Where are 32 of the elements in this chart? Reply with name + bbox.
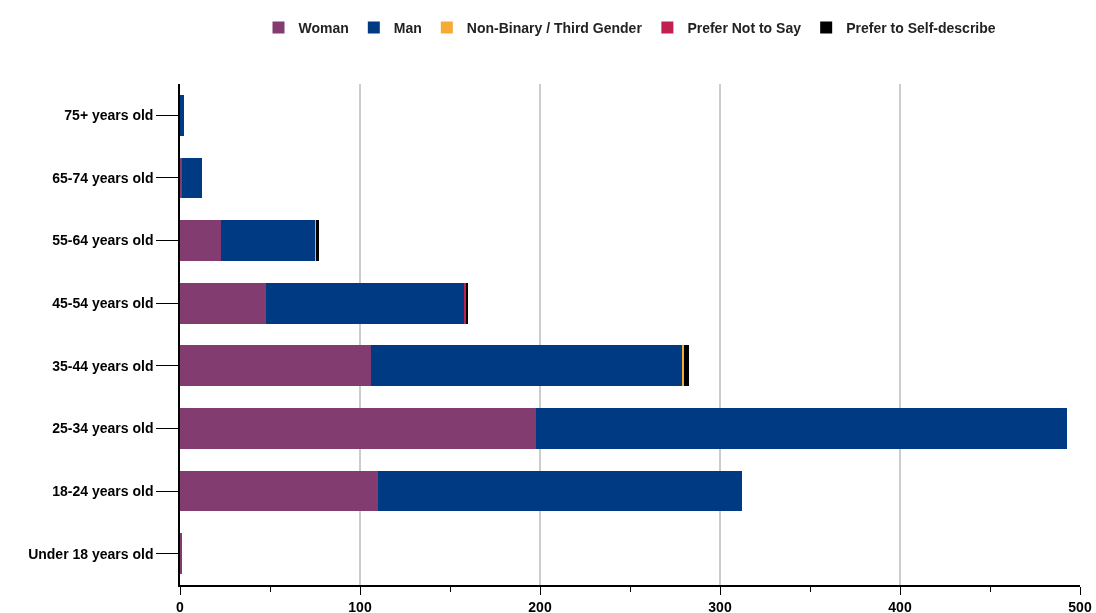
x-tick-label: 400 (888, 598, 912, 613)
y-tick-label: 75+ years old (64, 107, 154, 124)
y-tick-label: 25-34 years old (52, 420, 154, 437)
y-tick-label: 18-24 years old (52, 482, 154, 499)
x-tick-label: 0 (176, 598, 185, 613)
bar (536, 408, 1068, 449)
y-tick-label: Under 18 years old (28, 545, 154, 562)
bar (266, 282, 465, 324)
legend-label: Non-Binary / Third Gender (466, 19, 643, 36)
x-tick-label: 100 (348, 598, 372, 613)
x-tick-label: 500 (1068, 598, 1092, 613)
bar (180, 220, 222, 261)
bar (180, 345, 371, 387)
legend-label: Man (393, 19, 422, 36)
bar (378, 470, 742, 512)
y-tick-label: 45-54 years old (52, 295, 154, 312)
y-tick-label: 35-44 years old (52, 357, 154, 374)
x-tick-label: 200 (528, 598, 552, 613)
bar (180, 408, 537, 449)
legend-label: Prefer Not to Say (687, 19, 802, 36)
bar (180, 94, 184, 136)
bar (221, 220, 315, 261)
y-tick-label: 65-74 years old (52, 169, 154, 186)
y-tick-label: 55-64 years old (52, 232, 154, 249)
legend-label: Prefer to Self-describe (846, 19, 996, 36)
x-tick-label: 300 (708, 598, 732, 613)
bar (181, 157, 202, 199)
bar (684, 345, 690, 387)
bar (180, 282, 267, 324)
legend-label: Woman (298, 19, 349, 36)
bar (370, 345, 683, 387)
bar (180, 470, 378, 512)
